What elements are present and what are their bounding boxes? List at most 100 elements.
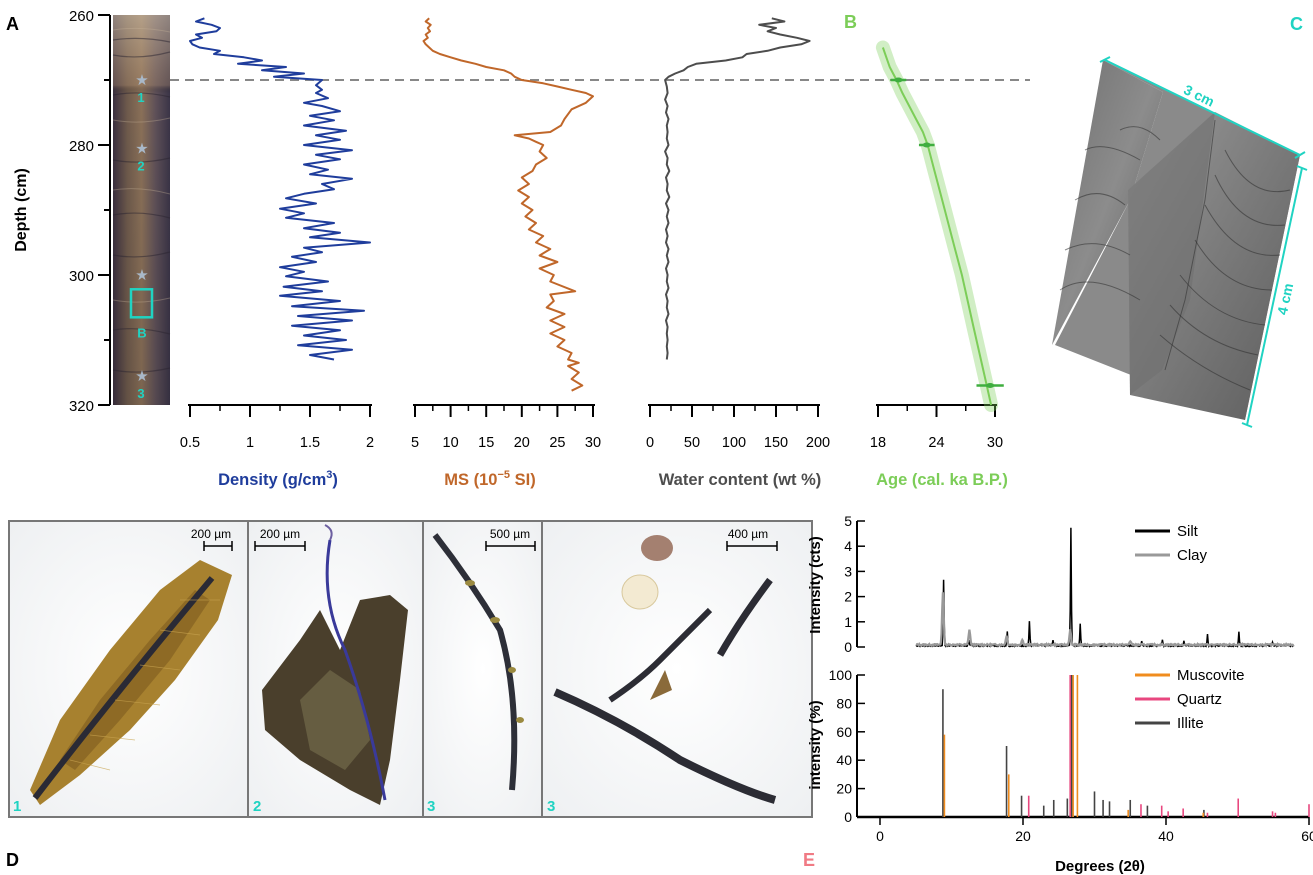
profile-axis-label-end: ): [332, 471, 338, 489]
series-silt: [915, 527, 1294, 649]
profile-axis-label-end: SI): [510, 471, 536, 489]
core-sample-label: 2: [137, 158, 144, 173]
scale-bar-label: 400 µm: [728, 527, 768, 541]
legend-label: Muscovite: [1177, 667, 1245, 684]
scale-bar-label: 200 µm: [260, 527, 300, 541]
profile-tick-label: 150: [764, 435, 788, 451]
profile-axis-label-main: Age (cal. ka B.P.): [876, 471, 1008, 489]
panel-e-xrd-charts: 0 1 2 3 4 5 Intensity (cts) Silt Clay 0 20 40 60 80 10…: [807, 513, 1313, 875]
profile-tick-label: 50: [684, 435, 700, 451]
profile-tick-label: 10: [443, 435, 459, 451]
ref-y-tick-label: 60: [836, 724, 852, 740]
ref-y-label: intensity (%): [807, 700, 824, 789]
scale-bar: [726, 541, 778, 551]
profile-density: 0.5 1 1.5 2 Density (g/cm3): [180, 17, 374, 489]
profile-tick-label: 20: [514, 435, 530, 451]
depth-axis-label: Depth (cm): [13, 168, 30, 252]
ref-y-tick-label: 100: [829, 667, 853, 683]
age-date-point: [986, 383, 995, 388]
ref-x-tick-label: 40: [1158, 828, 1174, 844]
series-clay: [915, 592, 1295, 649]
photo-labels: 1 200 µm 2 200 µm 3 500 µm 3 400 µm: [13, 527, 778, 815]
profile-axis-label: MS (10−5 SI): [444, 469, 535, 489]
profile-tick-label: 25: [549, 435, 565, 451]
reference-lines-chart: 0 20 40 60 80 100 intensity (%) 0 20 40 60 Degrees …: [807, 667, 1313, 875]
ref-y-tick-label: 80: [836, 695, 852, 711]
profile-axis-label: Age (cal. ka B.P.): [876, 471, 1008, 489]
ct-scale-side: [1246, 167, 1303, 426]
depth-tick: 280: [69, 138, 94, 155]
profile-line-density: [189, 17, 371, 361]
moss-leaf-photo-1: [30, 560, 232, 805]
ref-x-tick-label: 0: [876, 828, 884, 844]
profile-axis-label-main: MS (10: [444, 471, 497, 489]
profile-tick-label: 1.5: [300, 435, 320, 451]
profile-axis-label-main: Water content (wt %): [659, 471, 822, 489]
depth-tick: 300: [69, 268, 94, 285]
profile-tick-label: 30: [585, 435, 601, 451]
profile-axis-label-sup: 3: [326, 469, 332, 481]
scale-bar: [485, 541, 536, 551]
profile-age: 18 24 30 Age (cal. ka B.P.): [870, 40, 1008, 489]
core-sample-label: 3: [137, 386, 144, 401]
depth-tick: 320: [69, 398, 94, 415]
panel-label-b: B: [844, 12, 857, 32]
ref-y-tick-label: 0: [844, 809, 852, 825]
profile-tick-label: 18: [870, 435, 886, 451]
profile-tick-label: 0.5: [180, 435, 200, 451]
panel-d-photos: [8, 520, 813, 818]
photo-number: 1: [13, 798, 21, 815]
legend-label: Silt: [1177, 523, 1199, 540]
profile-water: 0 50 100 150 200 Water content (wt %): [646, 17, 830, 489]
core-markers: ★1★2★3★B: [129, 72, 154, 401]
core-sample-star: ★: [135, 140, 148, 157]
panel-label-c: C: [1290, 14, 1303, 34]
age-date-point: [894, 77, 903, 83]
core-sample-star: ★: [135, 72, 148, 89]
xrd-y-tick-label: 1: [844, 614, 852, 630]
xrd-y-tick-label: 0: [844, 639, 852, 655]
ref-y-tick-label: 20: [836, 781, 852, 797]
scale-bar-label: 200 µm: [191, 527, 231, 541]
xrd-y-tick-label: 4: [844, 538, 852, 554]
profile-axis-label-sup: −5: [497, 469, 510, 481]
xrd-y-tick-label: 2: [844, 589, 852, 605]
profile-tick-label: 24: [928, 435, 944, 451]
twigs-photo-3b: [553, 535, 777, 804]
profile-axis-label-main: Density (g/cm: [218, 471, 326, 489]
profile-axis-label: Density (g/cm3): [218, 469, 338, 489]
profile-tick-label: 0: [646, 435, 654, 451]
scale-bar-label: 500 µm: [490, 527, 530, 541]
depth-axis: 260 280 300 320 Depth (cm): [13, 8, 111, 415]
core-sample-star: ★: [135, 368, 148, 385]
stem-photo-3a: [432, 533, 524, 791]
age-date-point: [922, 142, 931, 148]
ref-x-label: Degrees (2θ): [1055, 858, 1145, 875]
legend-label: Quartz: [1177, 691, 1222, 708]
profile-ms: 5 10 15 20 25 30 MS (10−5 SI): [411, 17, 601, 489]
age-model-curve: [881, 47, 993, 406]
sediment-core-photo: [112, 15, 171, 405]
depth-tick: 260: [69, 8, 94, 25]
leaf-fragment-photo-2: [262, 524, 408, 805]
profile-tick-label: 2: [366, 435, 374, 451]
profile-tick-label: 200: [806, 435, 830, 451]
profile-tick-label: 5: [411, 435, 419, 451]
profile-tick-label: 1: [246, 435, 254, 451]
panel-label-a: A: [6, 14, 19, 34]
photo-number: 3: [547, 798, 555, 815]
xrd-y-tick-label: 3: [844, 563, 852, 579]
ref-x-tick-label: 60: [1301, 828, 1313, 844]
scale-bar: [203, 541, 233, 551]
ref-y-tick-label: 40: [836, 752, 852, 768]
legend-label: Clay: [1177, 547, 1208, 564]
ct-scan-block: 3 cm 4 cm: [1052, 56, 1308, 428]
profile-line-water: [664, 17, 811, 360]
profile-tick-label: 100: [722, 435, 746, 451]
profile-tick-label: 30: [987, 435, 1003, 451]
xrd-pattern-chart: 0 1 2 3 4 5 Intensity (cts) Silt Clay: [807, 513, 1295, 655]
ref-x-tick-label: 20: [1015, 828, 1031, 844]
age-model-envelope: [875, 40, 999, 412]
